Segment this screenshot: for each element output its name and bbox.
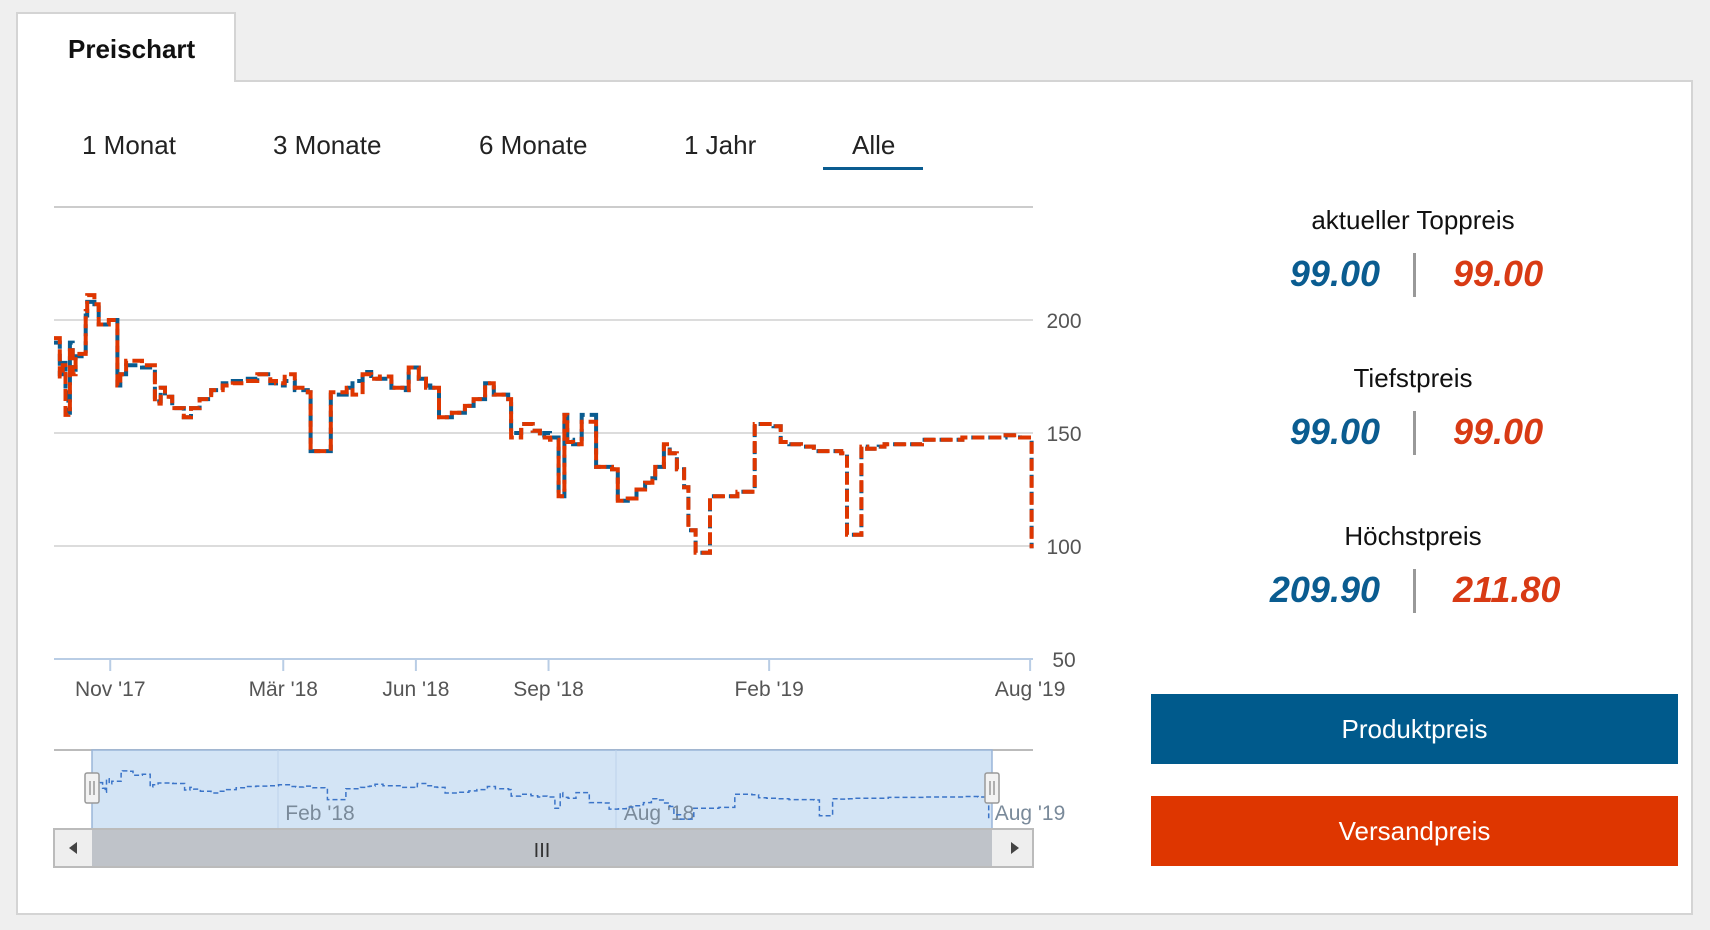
stat-title: Tiefstpreis xyxy=(1353,363,1473,393)
shipping-price-button[interactable]: Versandpreis xyxy=(1151,796,1678,866)
navigator-label: Aug '19 xyxy=(995,802,1066,825)
series-line-product xyxy=(54,299,1034,555)
range-button-0[interactable]: 1 Monat xyxy=(82,130,176,160)
x-tick-label: Aug '19 xyxy=(995,678,1066,701)
scrollbar-thumb[interactable] xyxy=(92,830,992,866)
value-separator xyxy=(1413,253,1416,297)
x-tick-label: Sep '18 xyxy=(513,678,584,701)
product-price-button[interactable]: Produktpreis xyxy=(1151,694,1678,764)
active-range-underline xyxy=(823,167,923,170)
navigator-selection xyxy=(91,749,993,830)
navigator-label: Aug '18 xyxy=(624,802,695,825)
stat-product-value: 99.00 xyxy=(1289,411,1380,452)
navigator-label: Feb '18 xyxy=(285,802,354,825)
navigator-series-line xyxy=(92,770,990,820)
range-button-1[interactable]: 3 Monate xyxy=(273,130,382,160)
stat-title: aktueller Toppreis xyxy=(1311,205,1515,235)
x-tick-label: Nov '17 xyxy=(75,678,146,701)
navigator-right-handle[interactable] xyxy=(984,772,1000,804)
stat-shipping-value: 99.00 xyxy=(1453,253,1544,294)
stat-product-value: 99.00 xyxy=(1289,253,1380,294)
range-button-4[interactable]: Alle xyxy=(852,130,896,160)
x-tick-label: Mär '18 xyxy=(249,678,318,701)
x-tick-label: Jun '18 xyxy=(382,678,449,701)
tab-preischart[interactable]: Preischart xyxy=(16,12,236,82)
x-tick-label: Feb '19 xyxy=(734,678,803,701)
navigator-left-handle[interactable] xyxy=(84,772,100,804)
stat-shipping-value: 99.00 xyxy=(1453,411,1544,452)
tab-label: Preischart xyxy=(68,34,196,64)
y-tick-label: 200 xyxy=(1046,310,1081,333)
y-tick-label: 50 xyxy=(1052,649,1075,672)
range-button-3[interactable]: 1 Jahr xyxy=(684,130,757,160)
range-button-2[interactable]: 6 Monate xyxy=(479,130,588,160)
y-tick-label: 100 xyxy=(1046,536,1081,559)
scroll-right-arrow-icon[interactable] xyxy=(1011,842,1019,854)
value-separator xyxy=(1413,411,1416,455)
stat-title: Höchstpreis xyxy=(1344,521,1482,551)
value-separator xyxy=(1413,569,1416,613)
stat-product-value: 209.90 xyxy=(1269,569,1380,610)
scrollbar-grip: III xyxy=(534,840,551,862)
series-line-shipping xyxy=(54,293,1034,555)
stat-shipping-value: 211.80 xyxy=(1453,569,1561,610)
y-tick-label: 150 xyxy=(1046,423,1081,446)
scroll-left-arrow-icon[interactable] xyxy=(69,842,77,854)
